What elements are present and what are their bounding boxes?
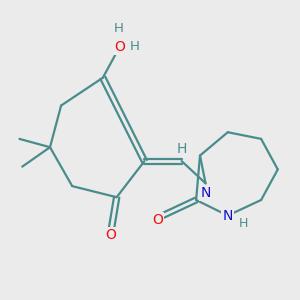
Text: N: N <box>200 186 211 200</box>
Text: H: H <box>113 22 123 35</box>
Text: O: O <box>152 213 163 227</box>
Text: H: H <box>129 40 139 52</box>
Text: H: H <box>239 217 248 230</box>
Text: O: O <box>106 228 116 242</box>
Text: N: N <box>223 208 233 223</box>
Text: H: H <box>176 142 187 156</box>
Text: O: O <box>114 40 125 54</box>
